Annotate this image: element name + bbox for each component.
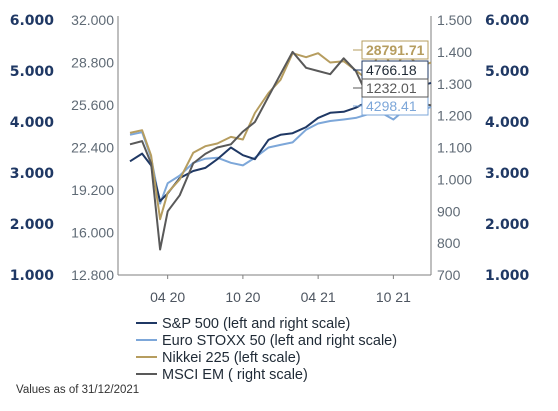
- end-label-box: [361, 40, 429, 60]
- inner-left-tick: 25.600: [71, 97, 114, 113]
- inner-right-tick: 1.200: [437, 108, 472, 124]
- inner-right-tick: 1.300: [437, 76, 472, 92]
- legend-label: MSCI EM ( right scale): [162, 367, 308, 383]
- inner-left-tick: 28.800: [71, 55, 114, 71]
- inner-right-tick: 1.500: [437, 12, 472, 28]
- legend-item: Nikkei 225 (left scale): [136, 350, 301, 366]
- inner-left-tick: 19.200: [71, 182, 114, 198]
- end-label-text: 1232.01: [366, 80, 417, 96]
- legend: S&P 500 (left and right scale)Euro STOXX…: [136, 316, 397, 383]
- outer-right-tick: 3.000: [485, 166, 530, 182]
- inner-left-tick: 32.000: [71, 12, 114, 28]
- inner-right-tick: 1.400: [437, 44, 472, 60]
- outer-left-tick: 4.000: [10, 115, 55, 131]
- end-label-text: 4298.41: [366, 98, 417, 114]
- axis-outer-left: 6.000 5.000 4.000 3.000 2.000 1.000: [10, 13, 55, 284]
- outer-left-tick: 3.000: [10, 166, 55, 182]
- end-value-label: 4298.41: [353, 96, 429, 116]
- inner-right-tick: 700: [437, 267, 461, 283]
- legend-item: MSCI EM ( right scale): [136, 367, 308, 383]
- outer-right-tick: 6.000: [485, 13, 530, 29]
- outer-right-tick: 2.000: [485, 217, 530, 233]
- x-tick-label: 10 21: [376, 289, 411, 305]
- inner-left-tick: 12.800: [71, 267, 114, 283]
- x-tick-label: 10 20: [225, 289, 260, 305]
- inner-left-tick: 16.000: [71, 225, 114, 241]
- outer-left-tick: 6.000: [10, 13, 55, 29]
- outer-right-tick: 5.000: [485, 64, 530, 80]
- outer-right-tick: 1.000: [485, 268, 530, 284]
- legend-item: Euro STOXX 50 (left and right scale): [136, 333, 397, 349]
- inner-right-tick: 900: [437, 203, 461, 219]
- end-label-text: 4766.18: [366, 62, 417, 78]
- inner-right-tick: 1.100: [437, 140, 472, 156]
- end-value-label: 4766.18: [353, 60, 429, 80]
- x-tick-label: 04 21: [301, 289, 336, 305]
- end-value-label: 28791.71: [353, 40, 429, 60]
- end-label-text: 28791.71: [366, 42, 425, 58]
- end-value-label: 1232.01: [353, 78, 429, 98]
- outer-right-tick: 4.000: [485, 115, 530, 131]
- series-line: [129, 105, 432, 205]
- x-axis: 04 20 10 20 04 21 10 21: [117, 16, 432, 305]
- axis-inner-right: 1.500 1.400 1.300 1.200 1.100 1.000 900 800 700: [437, 12, 472, 283]
- outer-left-tick: 1.000: [10, 268, 55, 284]
- legend-item: S&P 500 (left and right scale): [136, 316, 350, 332]
- outer-left-tick: 5.000: [10, 64, 55, 80]
- inner-right-tick: 1.000: [437, 171, 472, 187]
- inner-left-tick: 22.400: [71, 140, 114, 156]
- inner-right-tick: 800: [437, 235, 461, 251]
- footnote: Values as of 31/12/2021: [16, 384, 140, 396]
- legend-label: Nikkei 225 (left scale): [162, 350, 301, 366]
- end-label-box: [361, 78, 429, 98]
- axis-inner-left: 32.000 28.800 25.600 22.400 19.200 16.000 12.8…: [71, 12, 114, 283]
- outer-left-tick: 2.000: [10, 217, 55, 233]
- axis-outer-right: 6.000 5.000 4.000 3.000 2.000 1.000: [485, 13, 530, 284]
- end-labels: 4766.18 4298.41 28791.71 1232.01: [353, 40, 429, 116]
- x-tick-label: 04 20: [150, 289, 185, 305]
- legend-label: Euro STOXX 50 (left and right scale): [162, 333, 397, 349]
- legend-label: S&P 500 (left and right scale): [162, 316, 350, 332]
